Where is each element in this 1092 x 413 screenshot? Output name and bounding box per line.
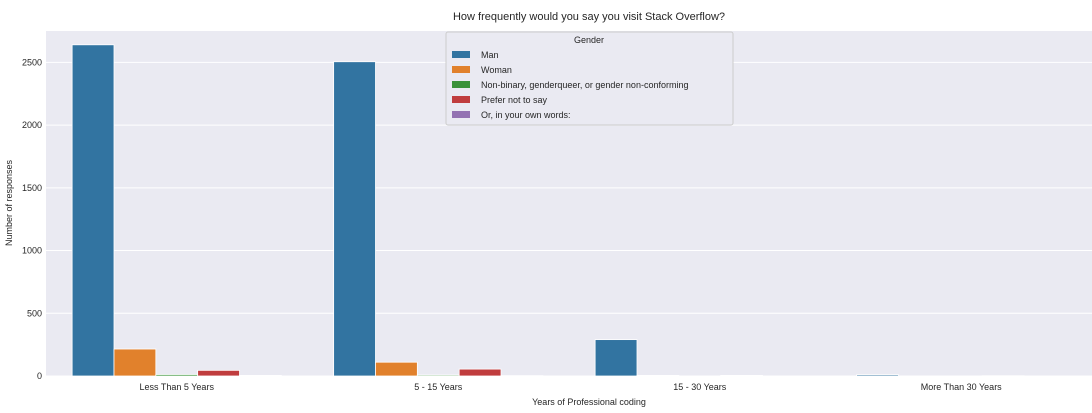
legend-swatch (452, 96, 470, 103)
legend-swatch (452, 81, 470, 88)
y-tick-label: 2000 (22, 120, 42, 130)
x-tick-label: 5 - 15 Years (414, 382, 463, 392)
chart-title: How frequently would you say you visit S… (453, 11, 725, 23)
x-tick-label: 15 - 30 Years (673, 382, 727, 392)
bar (857, 375, 899, 376)
legend-title: Gender (574, 35, 604, 45)
bar (114, 349, 156, 376)
y-tick-label: 0 (37, 371, 42, 381)
x-axis: Less Than 5 Years 5 - 15 Years 15 - 30 Yea… (140, 382, 1003, 392)
legend-swatch (452, 111, 470, 118)
y-tick-label: 500 (27, 308, 42, 318)
legend-entry-label: Woman (481, 65, 512, 75)
y-tick-label: 1500 (22, 183, 42, 193)
legend-entry-label: Prefer not to say (481, 95, 548, 105)
bar (459, 369, 501, 376)
y-axis: 0 500 1000 1500 2000 2500 (22, 57, 42, 381)
bar (721, 375, 763, 376)
y-axis-label: Number of responses (4, 159, 14, 246)
bar (240, 375, 282, 376)
x-tick-label: More Than 30 Years (921, 382, 1002, 392)
legend-entry-label: Man (481, 50, 499, 60)
legend: Gender Man Woman Non-binary, genderqueer, … (446, 32, 733, 125)
legend-swatch (452, 66, 470, 73)
legend-entry-label: Non-binary, genderqueer, or gender non-c… (481, 80, 688, 90)
y-tick-label: 1000 (22, 246, 42, 256)
bar (72, 45, 114, 376)
bar (637, 375, 679, 376)
bar (198, 370, 240, 376)
bar (334, 62, 376, 376)
legend-entry-label: Or, in your own words: (481, 110, 571, 120)
bar (156, 374, 198, 376)
bar (595, 340, 637, 376)
bar (375, 362, 417, 376)
legend-swatch (452, 51, 470, 58)
bar (417, 375, 459, 376)
x-axis-label: Years of Professional coding (532, 397, 646, 407)
x-tick-label: Less Than 5 Years (140, 382, 215, 392)
y-tick-label: 2500 (22, 57, 42, 67)
